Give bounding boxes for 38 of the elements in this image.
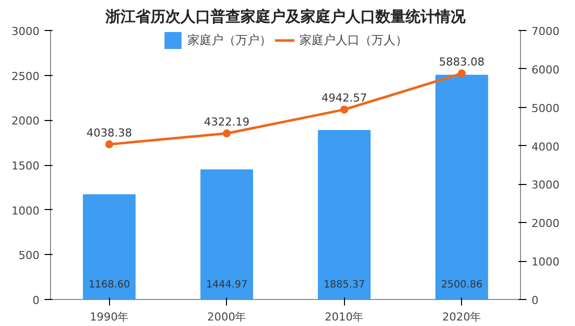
- chart-title: 浙江省历次人口普查家庭户及家庭户人口数量统计情况: [104, 8, 466, 26]
- bar: [200, 169, 254, 300]
- data-label: 2500.86: [441, 280, 482, 290]
- x-tick-label: 2000年: [207, 310, 246, 324]
- y2-tick-label: 4000: [532, 140, 560, 154]
- data-label: 4942.57: [322, 92, 368, 105]
- bar: [435, 74, 488, 300]
- y-tick-label: 3000: [12, 25, 40, 38]
- y2-tick-label: 5000: [532, 102, 560, 115]
- y-tick-label: 1500: [12, 160, 40, 172]
- y2-tick-label: 6000: [532, 63, 560, 76]
- data-label: 4322.19: [204, 115, 250, 128]
- data-label: 1885.37: [324, 280, 365, 290]
- data-label: 5883.08: [439, 55, 485, 68]
- data-label: 4038.38: [86, 126, 132, 140]
- x-tick-label: 2010年: [324, 310, 364, 324]
- y2-tick-label: 1000: [532, 256, 560, 269]
- point: [105, 140, 114, 148]
- x-tick-label: 2020年: [442, 310, 482, 324]
- y-tick-label: 2500: [12, 70, 40, 83]
- point: [458, 69, 466, 78]
- legend-label: 家庭户人口（万人）: [300, 32, 408, 48]
- bar: [318, 130, 371, 300]
- y2-tick-label: 3000: [532, 178, 560, 192]
- y-tick-label: 1000: [12, 204, 40, 218]
- data-label: 1444.97: [206, 280, 248, 290]
- x-tick-label: 1990年: [90, 310, 129, 324]
- y-tick-label: 2000: [12, 114, 40, 128]
- y2-tick-label: 7000: [532, 25, 560, 38]
- bar: [82, 194, 136, 300]
- legend-label: 家庭户（万户）: [188, 32, 272, 48]
- y-tick-label: 0: [32, 294, 40, 307]
- y2-tick-label: 2000: [532, 217, 560, 230]
- y2-tick-label: 0: [532, 294, 538, 307]
- y-tick-label: 500: [18, 249, 40, 262]
- data-label: 1168.60: [88, 280, 130, 290]
- point: [222, 129, 231, 138]
- point: [340, 106, 348, 114]
